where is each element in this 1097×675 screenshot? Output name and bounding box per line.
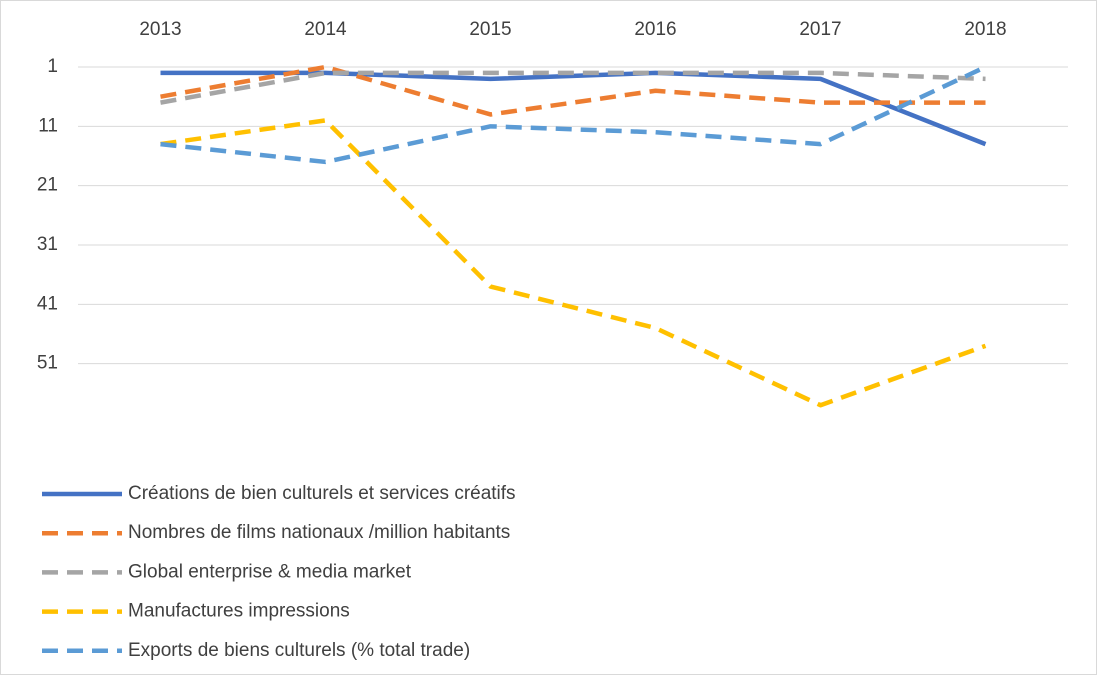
y-tick-label: 31 [37,234,58,255]
legend-label: Manufactures impressions [128,601,350,622]
y-tick-label: 11 [38,115,58,136]
x-tick-label: 2017 [799,19,841,40]
legend-label: Global enterprise & media market [128,561,412,582]
x-tick-label: 2013 [139,19,181,40]
x-tick-label: 2015 [469,19,511,40]
legend-label: Nombres de films nationaux /million habi… [128,522,510,543]
y-tick-label: 41 [37,293,58,314]
y-tick-label: 51 [37,353,58,374]
x-tick-label: 2014 [304,19,347,40]
y-tick-label: 1 [47,56,58,77]
series-line [160,70,986,105]
x-tick-label: 2018 [964,19,1006,40]
legend-label: Créations de bien culturels et services … [128,483,516,504]
x-tick-label: 2016 [634,19,676,40]
series-line [160,64,987,165]
series-line [160,64,986,117]
y-tick-label: 21 [37,175,58,196]
series-line [160,118,987,408]
legend-label: Exports de biens culturels (% total trad… [128,640,470,661]
